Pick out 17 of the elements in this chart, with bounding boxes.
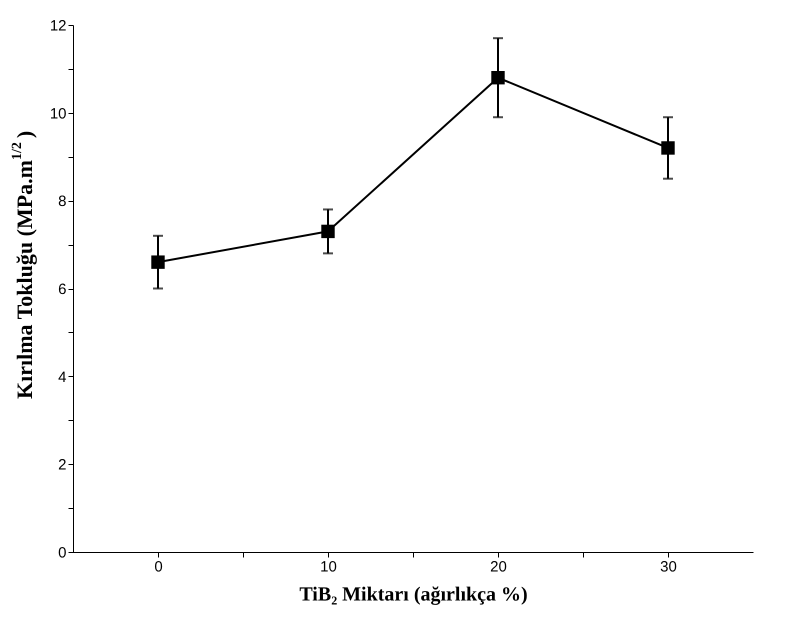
x-tick-label: 30 (660, 558, 677, 576)
y-tick-label: 10 (50, 105, 66, 122)
point (151, 255, 165, 269)
y-axis-title: Kırılma Tokluğu (MPa.m1/2) (10, 130, 37, 399)
y-tick-label: 8 (58, 193, 66, 210)
y-tick-label: 12 (50, 18, 66, 34)
y-tick-label: 2 (58, 456, 66, 474)
point (321, 224, 335, 238)
x-tick-label: 0 (154, 558, 163, 576)
point (491, 70, 505, 84)
x-tick-label: 20 (490, 558, 507, 576)
point (661, 141, 675, 155)
y-tick-label: 4 (58, 368, 66, 386)
y-tick-label: 6 (58, 281, 66, 298)
y-tick-label: 0 (58, 544, 66, 562)
x-tick-label: 10 (320, 558, 337, 576)
x-axis-title: TiB₂ Miktarı (ağırlıkça %) (299, 584, 528, 606)
